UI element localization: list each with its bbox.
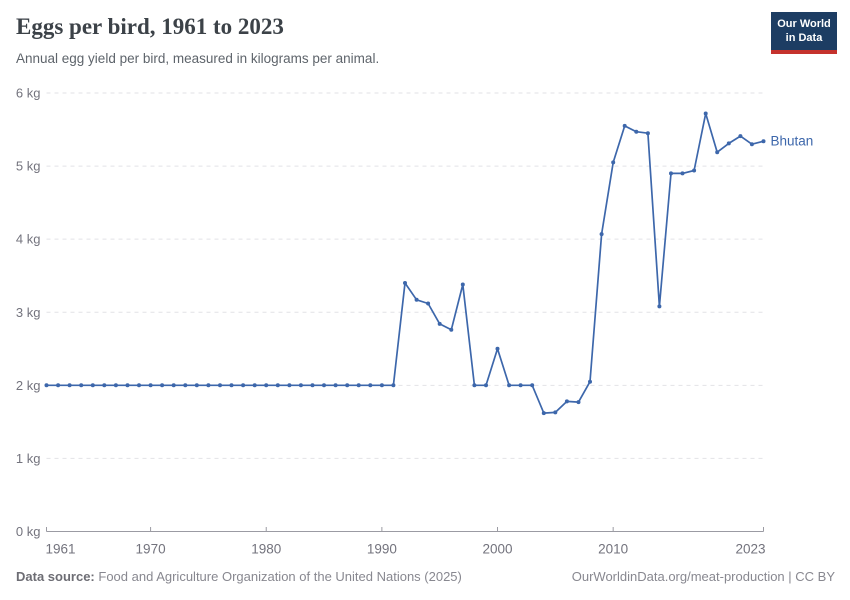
data-point: [229, 383, 234, 388]
owid-logo-line1: Our World: [777, 18, 831, 30]
data-source: Data source: Food and Agriculture Organi…: [16, 569, 462, 584]
data-point: [264, 383, 269, 388]
data-point: [125, 383, 130, 388]
chart-footer: Data source: Food and Agriculture Organi…: [16, 569, 835, 584]
data-point: [218, 383, 222, 388]
data-point: [252, 383, 257, 388]
data-point: [310, 383, 315, 388]
x-tick-label: 1990: [367, 542, 397, 557]
data-point: [368, 383, 373, 388]
data-point: [148, 383, 153, 388]
data-point: [588, 379, 592, 384]
x-tick-label: 1970: [136, 542, 166, 557]
citation: OurWorldinData.org/meat-production | CC …: [571, 569, 835, 584]
data-point: [599, 232, 604, 237]
data-point: [484, 383, 488, 388]
y-tick-label: 4 kg: [16, 232, 41, 247]
data-point: [90, 383, 95, 388]
owid-logo-line2: in Data: [785, 32, 823, 45]
data-point: [333, 383, 338, 388]
data-point: [680, 171, 685, 176]
data-point: [67, 383, 72, 388]
x-axis-ticks: [46, 527, 764, 532]
x-tick-label: 2023: [735, 542, 765, 557]
chart-title: Eggs per bird, 1961 to 2023: [16, 14, 284, 39]
data-point: [669, 171, 673, 176]
data-point: [322, 383, 326, 388]
data-point: [645, 131, 650, 136]
data-point: [137, 383, 141, 388]
x-axis-labels: 1961 1970 1980 1990 2000 2010 2023: [46, 542, 766, 557]
data-point: [437, 321, 442, 326]
data-point: [275, 383, 280, 388]
data-points: [44, 111, 766, 416]
data-point: [507, 383, 512, 388]
x-tick-label: 2000: [482, 542, 512, 557]
data-point: [298, 383, 303, 388]
owid-logo-text: Our World in Data: [771, 12, 837, 50]
data-point: [206, 383, 211, 388]
data-point: [692, 168, 697, 173]
data-point: [171, 383, 176, 388]
y-tick-label: 6 kg: [16, 86, 41, 101]
data-point: [738, 134, 743, 139]
data-point: [715, 150, 720, 155]
data-point: [761, 139, 766, 144]
data-point: [56, 383, 61, 388]
data-point: [472, 383, 477, 388]
bhutan-line: [46, 112, 764, 414]
data-point: [576, 400, 581, 405]
data-point: [622, 123, 627, 128]
owid-logo-stripe: [771, 49, 837, 54]
y-tick-label: 2 kg: [16, 378, 41, 393]
gridlines: [46, 92, 764, 532]
data-point: [449, 327, 454, 332]
data-point: [530, 383, 535, 388]
data-point: [611, 160, 616, 165]
y-tick-label: 3 kg: [16, 305, 41, 320]
data-point: [403, 281, 407, 285]
data-point: [102, 383, 107, 388]
data-point: [356, 383, 361, 388]
data-point: [287, 383, 292, 388]
x-tick-label: 1961: [46, 542, 76, 557]
y-tick-label: 5 kg: [16, 159, 41, 174]
chart-subtitle: Annual egg yield per bird, measured in k…: [16, 51, 380, 66]
data-point: [345, 383, 350, 388]
data-point: [634, 129, 639, 134]
data-point: [426, 301, 431, 306]
owid-logo: Our World in Data: [771, 12, 837, 54]
data-point: [749, 142, 754, 147]
data-point: [703, 111, 708, 116]
data-point: [113, 383, 118, 388]
y-axis-labels: 0 kg 1 kg 2 kg 3 kg 4 kg 5 kg 6 kg: [16, 86, 41, 540]
data-point: [726, 141, 731, 146]
data-point: [553, 410, 558, 415]
data-point: [79, 383, 84, 388]
data-point: [44, 383, 49, 388]
x-tick-label: 1980: [251, 542, 281, 557]
data-point: [391, 383, 396, 388]
data-point: [657, 304, 662, 309]
data-point: [183, 383, 188, 388]
data-source-text: Food and Agriculture Organization of the…: [98, 569, 462, 584]
y-tick-label: 1 kg: [16, 451, 41, 466]
data-point: [564, 399, 569, 404]
data-point: [379, 383, 384, 388]
data-point: [495, 346, 500, 351]
data-point: [241, 383, 246, 388]
data-point: [518, 383, 523, 388]
data-point: [414, 297, 419, 302]
data-point: [460, 282, 465, 287]
data-point: [194, 383, 199, 388]
series-label-bhutan: Bhutan: [771, 134, 814, 149]
data-point: [160, 383, 165, 388]
x-tick-label: 2010: [598, 542, 628, 557]
data-source-label: Data source:: [16, 569, 95, 584]
y-tick-label: 0 kg: [16, 524, 41, 539]
data-point: [541, 411, 546, 416]
